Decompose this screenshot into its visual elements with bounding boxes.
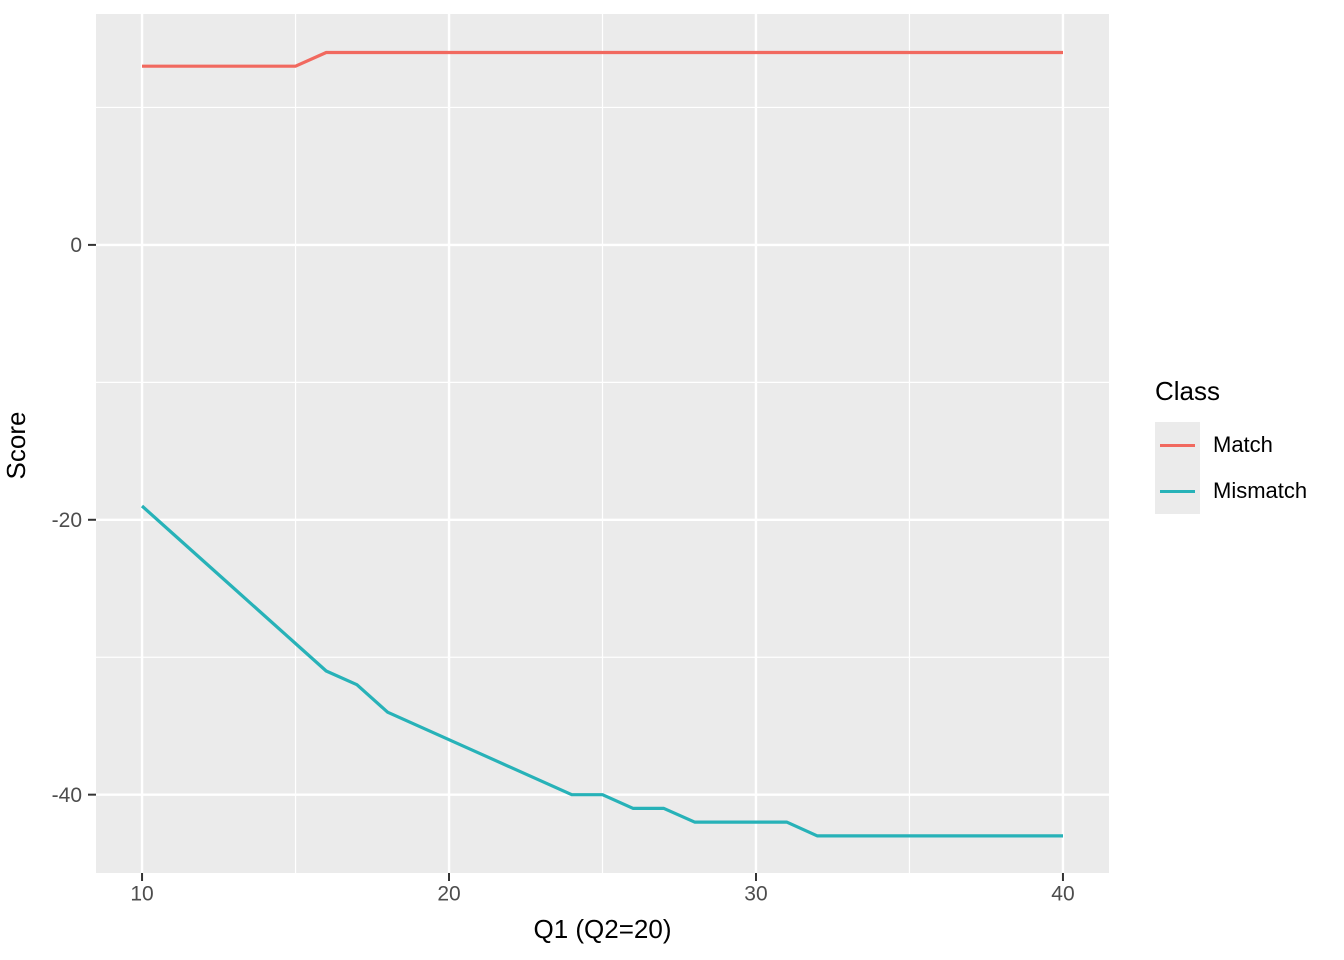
- legend: Class Match Mismatch: [1155, 376, 1307, 514]
- legend-title: Class: [1155, 376, 1221, 406]
- match-line: [142, 50, 1063, 68]
- x-axis-title: Q1 (Q2=20): [533, 914, 672, 944]
- legend-item: Mismatch: [1155, 468, 1307, 514]
- y-axis-title: Score: [1, 411, 31, 480]
- legend-item-label: Mismatch: [1213, 478, 1308, 503]
- legend-item-label: Match: [1213, 432, 1273, 457]
- legend-key-line-icon: [1160, 489, 1195, 493]
- legend-key-line-icon: [1160, 443, 1195, 447]
- x-tick-label: 30: [744, 882, 767, 905]
- legend-items: Match Mismatch: [1155, 422, 1307, 514]
- legend-key: [1155, 468, 1200, 514]
- y-tick-label: -40: [52, 784, 82, 807]
- y-tick-label: -20: [52, 509, 82, 532]
- x-tick-label: 10: [130, 882, 153, 905]
- mismatch-line: [140, 504, 1063, 838]
- legend-key: [1155, 422, 1200, 468]
- x-tick-label: 20: [437, 882, 460, 905]
- y-tick-label: 0: [70, 234, 82, 257]
- legend-item: Match: [1155, 422, 1307, 468]
- x-tick-label: 40: [1051, 882, 1074, 905]
